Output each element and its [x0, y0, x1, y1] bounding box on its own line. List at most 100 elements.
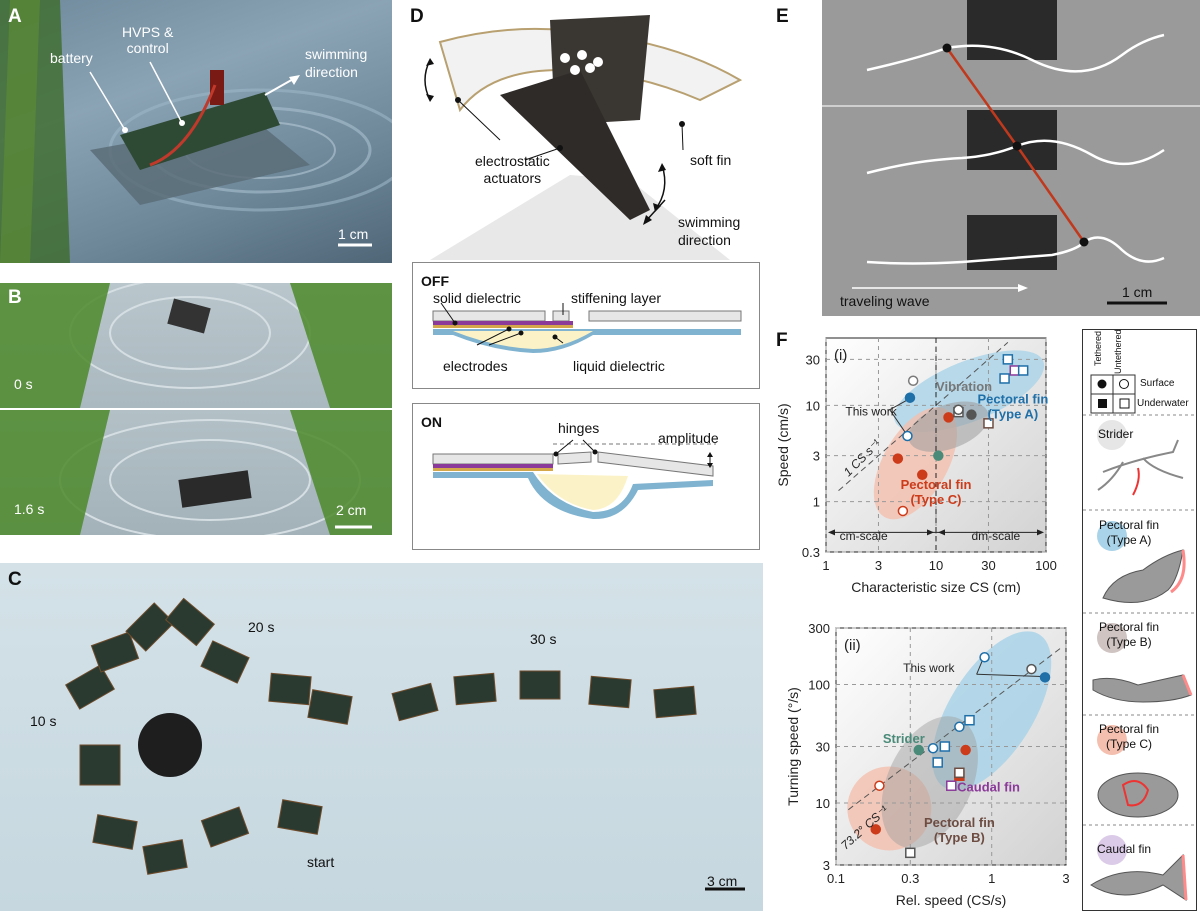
data-point [1017, 365, 1029, 376]
data-point [933, 450, 944, 461]
this-work-pointer [976, 673, 1042, 677]
scale-bar-label: 3 cm [707, 873, 738, 889]
y-axis-label: Turning speed (°/s) [785, 687, 801, 806]
turning-speed-chart: 0.1 0.3 1 3 3 10 30 100 300 Rel. speed (CS/s) Turn… [785, 621, 1070, 908]
data-point [979, 651, 990, 663]
data-point [953, 404, 964, 415]
legend-pectoral-c: Pectoral fin (Type C) [1099, 722, 1160, 751]
x-tick-label: 3 [875, 558, 882, 573]
x-tick-label: 100 [1035, 558, 1057, 573]
data-point [1002, 354, 1014, 365]
legend-surface: Surface [1140, 378, 1175, 389]
data-point [999, 373, 1010, 384]
pectoral-b-label: Pectoral fin [924, 815, 995, 830]
data-point [943, 412, 954, 423]
data-point [1039, 672, 1051, 683]
data-point [983, 418, 994, 429]
on-cross-section [432, 439, 716, 520]
y-tick-label: 1 [813, 495, 820, 510]
panel-a-pointers [89, 61, 372, 247]
strider-label: Strider [883, 731, 925, 746]
legend-untethered: Untethered [1113, 329, 1123, 374]
caudal-label: Caudal fin [957, 780, 1020, 795]
panel-letter: E [776, 6, 789, 27]
data-point [902, 430, 913, 442]
cs-reference-line [838, 342, 1009, 492]
time-label: 10 s [30, 713, 57, 729]
pectoral-b-label: (Type B) [934, 830, 985, 845]
panel-b-scene-top [0, 283, 392, 408]
scale-bar-label: 2 cm [336, 502, 367, 518]
hvps-label: HVPS & control [122, 24, 174, 56]
start-label: start [307, 854, 335, 870]
x-tick-label: 0.3 [901, 871, 919, 886]
panel-letter: D [410, 6, 424, 27]
scale-arrow-head [927, 529, 934, 536]
traveling-wave-label: traveling wave [840, 293, 930, 309]
actuators-label: electrostatic actuators [475, 153, 550, 186]
scale-bar-label: 1 cm [338, 226, 369, 242]
data-point [939, 741, 951, 752]
pectoral-c-label: Pectoral fin [901, 477, 972, 492]
robot-snapshots [64, 597, 697, 875]
swim-direction-label: swimming direction [305, 46, 368, 80]
swim-direction-label: swimming direction [678, 214, 741, 248]
panel-b-scene-bottom [0, 410, 392, 535]
x-tick-label: 1 [822, 558, 829, 573]
y-tick-label: 10 [816, 796, 830, 811]
pectoral-c-label: (Type C) [910, 492, 961, 507]
pectoral-a-label: Pectoral fin [977, 391, 1048, 406]
legend-pectoral-a: Pectoral fin (Type A) [1099, 518, 1160, 547]
off-label: OFF [421, 273, 449, 289]
data-point [892, 453, 904, 464]
pectoral-b-region [881, 716, 978, 849]
data-point [1026, 663, 1037, 675]
data-point [954, 721, 965, 733]
legend-underwater: Underwater [1137, 398, 1189, 409]
this-work-pointer [889, 399, 909, 411]
electrodes-label: electrodes [443, 358, 508, 374]
data-point [907, 375, 919, 386]
legend-tethered: Tethered [1093, 330, 1103, 366]
off-state-box: OFF solid dielectric stiffening layer el… [412, 262, 760, 389]
scale-arrow-head [1037, 529, 1044, 536]
panel-b-photo-bottom: 1.6 s 2 cm [0, 410, 392, 535]
data-point [946, 780, 957, 791]
cm-scale-label: cm-scale [840, 529, 888, 543]
this-work-label: This work [903, 661, 955, 675]
data-point [927, 742, 939, 754]
y-tick-label: 30 [816, 740, 830, 755]
y-tick-label: 100 [808, 678, 830, 693]
panel-letter: A [8, 6, 22, 27]
this-work-label: This work [845, 405, 897, 419]
this-work-pointer [889, 409, 907, 435]
data-point [954, 767, 965, 779]
scale-arrow-head [938, 529, 945, 536]
legend-graphics [1083, 374, 1196, 901]
panel-d-diagram: D electrostatic actuators soft fin swimm… [400, 0, 780, 555]
hinges-label: hinges [558, 420, 600, 436]
data-point [964, 714, 975, 726]
fin-illustration [424, 15, 743, 260]
data-point [1009, 365, 1021, 376]
pectoral-a-label: (Type A) [988, 406, 1039, 421]
panel-c-trajectory [64, 597, 745, 891]
off-cross-section [432, 302, 742, 353]
panel-a-photo: A battery HVPS & control swimming direct… [0, 0, 392, 263]
data-point [917, 469, 928, 481]
data-point [905, 847, 916, 859]
panel-letter: C [8, 569, 22, 590]
panel-b-photo-top: B 0 s [0, 283, 392, 408]
panel-sublabel: (ii) [844, 637, 861, 654]
data-point [874, 780, 885, 791]
x-axis-label: Rel. speed (CS/s) [896, 892, 1006, 908]
data-point [897, 505, 909, 517]
amplitude-label: amplitude [658, 430, 719, 446]
panel-letter: F [776, 330, 788, 351]
on-label: ON [421, 414, 442, 430]
scale-arrow-head [828, 529, 835, 536]
vibration-label: Vibration [936, 379, 992, 394]
data-point [960, 744, 971, 756]
panel-sublabel: (i) [834, 347, 847, 364]
